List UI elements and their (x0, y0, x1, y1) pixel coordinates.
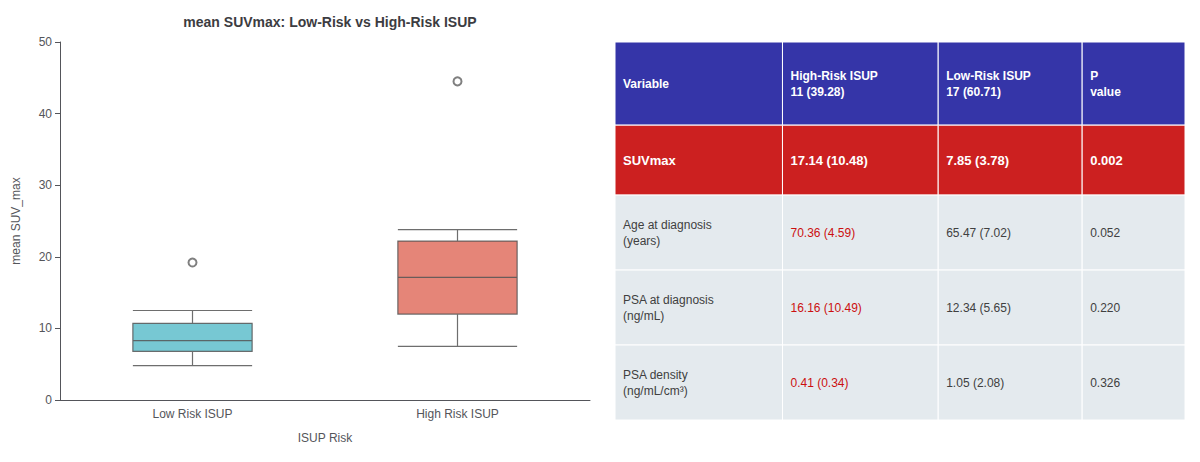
svg-text:17 (60.71): 17 (60.71) (946, 85, 1001, 99)
svg-text:Age at diagnosis: Age at diagnosis (623, 218, 712, 232)
svg-text:mean SUV_max: mean SUV_max (9, 177, 23, 264)
svg-text:16.16 (10.49): 16.16 (10.49) (790, 301, 861, 315)
svg-text:30: 30 (39, 178, 53, 192)
svg-text:Low-Risk ISUP: Low-Risk ISUP (946, 69, 1031, 83)
svg-text:High Risk ISUP: High Risk ISUP (416, 407, 499, 421)
svg-text:P: P (1090, 69, 1098, 83)
svg-text:(ng/mL/cm³): (ng/mL/cm³) (623, 384, 688, 398)
svg-text:0.220: 0.220 (1090, 301, 1120, 315)
svg-text:11 (39.28): 11 (39.28) (790, 85, 844, 99)
svg-text:Low Risk ISUP: Low Risk ISUP (152, 407, 232, 421)
svg-text:0.002: 0.002 (1090, 153, 1123, 168)
svg-text:0: 0 (45, 393, 52, 407)
svg-text:(years): (years) (623, 234, 660, 248)
svg-text:40: 40 (39, 107, 53, 121)
svg-text:17.14 (10.48): 17.14 (10.48) (790, 153, 867, 168)
svg-text:High-Risk ISUP: High-Risk ISUP (790, 69, 877, 83)
svg-text:ISUP Risk: ISUP Risk (298, 431, 353, 445)
svg-text:12.34 (5.65): 12.34 (5.65) (946, 301, 1011, 315)
svg-text:mean SUVmax: Low-Risk vs High-: mean SUVmax: Low-Risk vs High-Risk ISUP (183, 14, 476, 30)
svg-text:0.326: 0.326 (1090, 376, 1120, 390)
svg-text:0.41 (0.34): 0.41 (0.34) (790, 376, 848, 390)
svg-text:65.47 (7.02): 65.47 (7.02) (946, 226, 1011, 240)
svg-text:10: 10 (39, 321, 53, 335)
svg-text:50: 50 (39, 35, 53, 49)
svg-text:70.36 (4.59): 70.36 (4.59) (790, 226, 855, 240)
svg-text:PSA at diagnosis: PSA at diagnosis (623, 293, 714, 307)
svg-text:value: value (1090, 85, 1121, 99)
svg-text:(ng/mL): (ng/mL) (623, 309, 664, 323)
svg-text:1.05 (2.08): 1.05 (2.08) (946, 376, 1004, 390)
svg-text:SUVmax: SUVmax (623, 153, 677, 168)
svg-text:Variable: Variable (623, 77, 669, 91)
svg-text:0.052: 0.052 (1090, 226, 1120, 240)
svg-text:20: 20 (39, 250, 53, 264)
svg-text:PSA density: PSA density (623, 368, 688, 382)
svg-text:7.85 (3.78): 7.85 (3.78) (946, 153, 1009, 168)
